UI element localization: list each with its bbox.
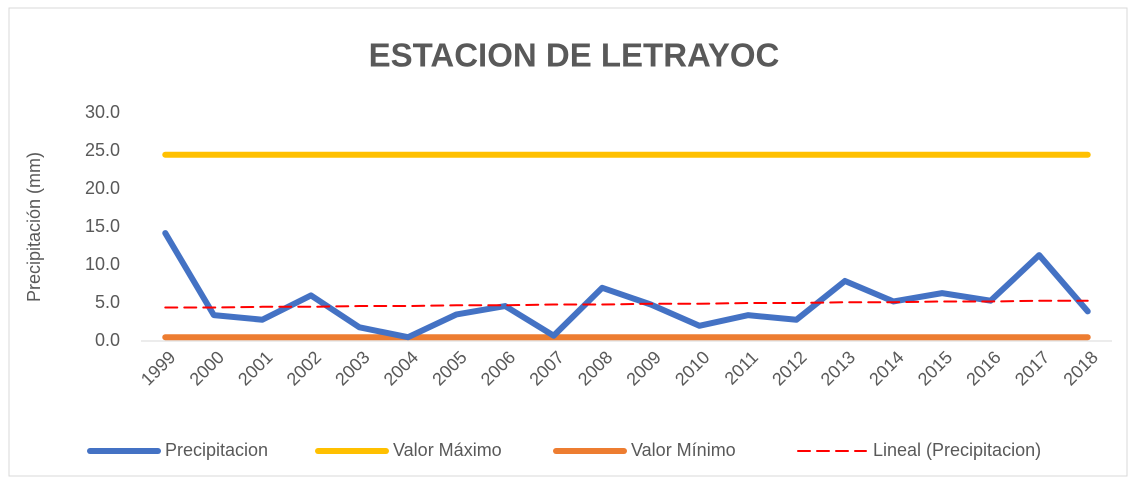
y-axis-label: Precipitación (mm) <box>24 152 44 302</box>
legend-label: Valor Máximo <box>393 440 502 460</box>
series-line <box>164 299 1089 309</box>
y-tick-label: 25.0 <box>85 140 120 160</box>
y-tick-label: 0.0 <box>95 330 120 350</box>
y-tick-label: 5.0 <box>95 292 120 312</box>
legend-label: Precipitacion <box>165 440 268 460</box>
y-tick-label: 30.0 <box>85 102 120 122</box>
legend-label: Lineal (Precipitacion) <box>873 440 1041 460</box>
chart-title: ESTACION DE LETRAYOC <box>369 37 780 74</box>
legend-label: Valor Mínimo <box>631 440 736 460</box>
y-tick-label: 20.0 <box>85 178 120 198</box>
chart-border <box>8 7 1128 477</box>
y-tick-label: 10.0 <box>85 254 120 274</box>
y-tick-label: 15.0 <box>85 216 120 236</box>
series-line <box>162 230 1091 341</box>
